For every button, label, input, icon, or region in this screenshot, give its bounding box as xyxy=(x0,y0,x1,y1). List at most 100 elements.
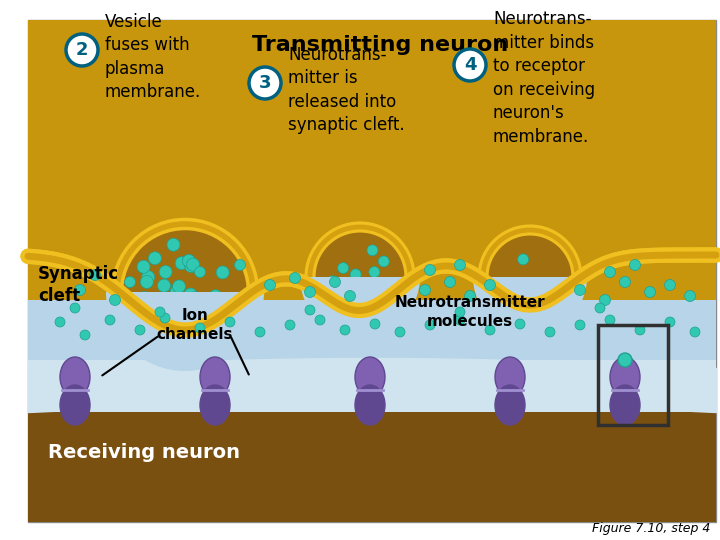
Circle shape xyxy=(162,294,175,307)
Circle shape xyxy=(485,280,495,291)
Text: Ion
channels: Ion channels xyxy=(157,308,233,342)
FancyBboxPatch shape xyxy=(28,282,716,522)
Ellipse shape xyxy=(355,357,385,397)
Circle shape xyxy=(160,325,173,338)
Wedge shape xyxy=(300,277,420,337)
Circle shape xyxy=(170,286,183,299)
Text: Transmitting neuron: Transmitting neuron xyxy=(252,35,508,55)
Circle shape xyxy=(618,353,632,367)
Circle shape xyxy=(644,287,655,298)
Circle shape xyxy=(89,269,101,280)
Circle shape xyxy=(444,276,456,287)
Circle shape xyxy=(137,260,150,273)
Circle shape xyxy=(142,271,155,284)
Circle shape xyxy=(483,230,577,324)
Circle shape xyxy=(515,319,525,329)
FancyBboxPatch shape xyxy=(28,412,716,522)
Circle shape xyxy=(255,327,265,337)
Circle shape xyxy=(181,306,194,319)
Circle shape xyxy=(125,276,135,287)
FancyBboxPatch shape xyxy=(28,20,716,522)
Circle shape xyxy=(186,258,199,271)
Text: Neurotrans-
mitter is
released into
synaptic cleft.: Neurotrans- mitter is released into syna… xyxy=(288,45,405,134)
Circle shape xyxy=(285,320,295,330)
Circle shape xyxy=(665,317,675,327)
Circle shape xyxy=(117,224,253,360)
Circle shape xyxy=(109,294,120,306)
Circle shape xyxy=(523,291,534,302)
Text: Figure 7.10, step 4: Figure 7.10, step 4 xyxy=(592,522,710,535)
Circle shape xyxy=(369,267,380,278)
Circle shape xyxy=(350,269,361,280)
Circle shape xyxy=(235,260,246,271)
Circle shape xyxy=(175,256,188,269)
Circle shape xyxy=(249,67,281,99)
Circle shape xyxy=(159,266,172,279)
Circle shape xyxy=(595,303,605,313)
Circle shape xyxy=(420,285,431,295)
Circle shape xyxy=(370,319,380,329)
Circle shape xyxy=(629,260,641,271)
Circle shape xyxy=(173,280,186,293)
Circle shape xyxy=(395,327,405,337)
Circle shape xyxy=(315,315,325,325)
Circle shape xyxy=(536,287,546,298)
Text: 3: 3 xyxy=(258,74,271,92)
Circle shape xyxy=(80,330,90,340)
Ellipse shape xyxy=(60,357,90,397)
Circle shape xyxy=(605,315,615,325)
Ellipse shape xyxy=(200,385,230,425)
Circle shape xyxy=(690,327,700,337)
Circle shape xyxy=(635,325,645,335)
Circle shape xyxy=(425,320,435,330)
Circle shape xyxy=(518,254,528,265)
Wedge shape xyxy=(106,292,264,371)
Circle shape xyxy=(264,280,276,291)
Ellipse shape xyxy=(200,357,230,397)
Circle shape xyxy=(182,254,195,267)
Circle shape xyxy=(454,260,466,271)
Circle shape xyxy=(605,267,616,278)
Circle shape xyxy=(575,320,585,330)
Circle shape xyxy=(216,266,229,279)
Circle shape xyxy=(105,315,115,325)
Circle shape xyxy=(138,315,150,328)
Circle shape xyxy=(529,279,540,290)
Circle shape xyxy=(619,276,631,287)
Circle shape xyxy=(344,291,356,301)
Circle shape xyxy=(155,307,165,317)
Ellipse shape xyxy=(60,385,90,425)
Circle shape xyxy=(665,280,675,291)
Circle shape xyxy=(66,34,98,66)
Circle shape xyxy=(327,276,338,287)
Circle shape xyxy=(378,256,390,267)
Circle shape xyxy=(184,288,197,301)
Ellipse shape xyxy=(610,385,640,425)
FancyBboxPatch shape xyxy=(28,20,716,300)
Text: 4: 4 xyxy=(464,56,476,74)
Circle shape xyxy=(209,290,222,303)
Circle shape xyxy=(55,317,65,327)
Circle shape xyxy=(514,278,526,289)
Circle shape xyxy=(485,325,495,335)
Circle shape xyxy=(138,292,151,305)
Ellipse shape xyxy=(495,385,525,425)
Circle shape xyxy=(464,291,475,301)
Circle shape xyxy=(455,315,465,325)
Circle shape xyxy=(557,279,568,290)
Circle shape xyxy=(165,309,178,322)
Circle shape xyxy=(454,49,486,81)
Circle shape xyxy=(575,285,585,295)
Circle shape xyxy=(455,307,465,317)
Text: Receiving neuron: Receiving neuron xyxy=(48,442,240,462)
Circle shape xyxy=(225,317,235,327)
Ellipse shape xyxy=(610,357,640,397)
Circle shape xyxy=(70,303,80,313)
Circle shape xyxy=(166,305,179,318)
Circle shape xyxy=(158,279,171,292)
Circle shape xyxy=(310,227,410,327)
Circle shape xyxy=(167,238,180,251)
Circle shape xyxy=(338,262,348,274)
Wedge shape xyxy=(473,277,587,334)
Text: Neurotrans-
mitter binds
to receptor
on receiving
neuron's
membrane.: Neurotrans- mitter binds to receptor on … xyxy=(493,10,595,146)
